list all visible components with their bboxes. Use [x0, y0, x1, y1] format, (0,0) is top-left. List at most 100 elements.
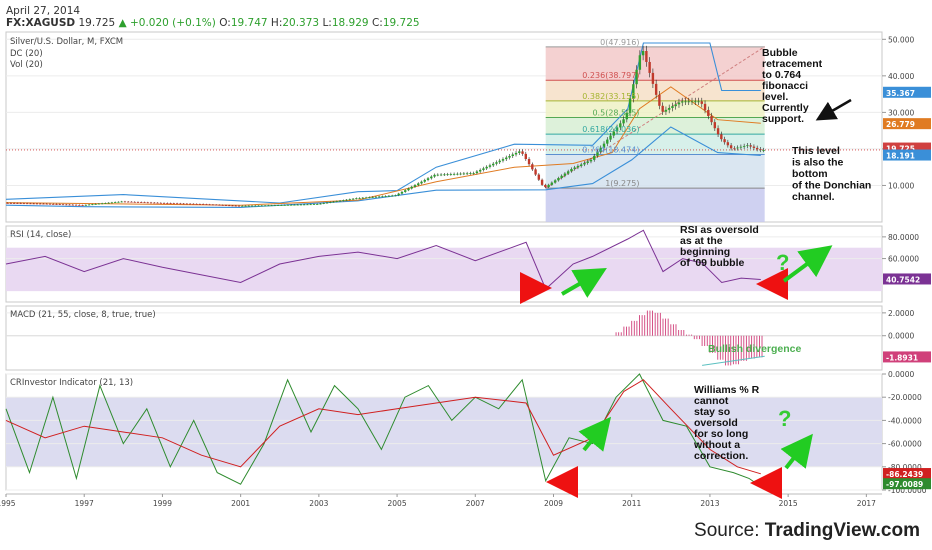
candle-body: [540, 179, 544, 185]
candle-body: [19, 203, 22, 205]
candle-body: [149, 202, 153, 204]
candle-body: [133, 201, 136, 203]
candle-body: [404, 190, 407, 192]
candle-body: [700, 101, 703, 104]
candle-body: [140, 202, 143, 203]
candle-body: [755, 147, 759, 150]
candle-body: [462, 173, 466, 175]
candle-body: [677, 102, 681, 105]
donchian-upper: [5, 42, 761, 204]
candle-body: [319, 203, 322, 205]
chart-canvas[interactable]: 50.00040.00030.00020.00010.00035.36726.7…: [0, 26, 932, 514]
candle-body: [505, 157, 508, 160]
close-value: 19.725: [382, 17, 420, 29]
candle-body: [316, 204, 319, 205]
candle-body: [241, 205, 244, 207]
candle-body: [716, 128, 720, 135]
candle-body: [449, 174, 453, 175]
annotation-rsi-line-2: beginning: [680, 246, 730, 258]
candle-body: [166, 203, 169, 204]
candle-body: [452, 173, 456, 175]
candle-body: [97, 203, 101, 205]
chart-date: April 27, 2014: [6, 5, 81, 17]
candle-body: [358, 198, 361, 199]
annotation-donchian-line-1: is also the: [792, 157, 844, 169]
x-tick-label: 2011: [622, 499, 641, 508]
candle-body: [736, 147, 739, 149]
candle-body: [78, 204, 81, 206]
symbol-name[interactable]: FX:XAGUSD: [6, 17, 76, 29]
candle-body: [270, 205, 273, 207]
candle-body: [48, 203, 52, 205]
candle-body: [622, 119, 625, 124]
candle-body: [430, 176, 433, 179]
fib-label-2: 0.382(33.155): [582, 92, 639, 101]
x-tick-label: 1999: [153, 499, 172, 508]
y-tick-label: 2.0000: [888, 309, 914, 318]
candle-body: [110, 202, 114, 204]
candle-body: [713, 122, 717, 129]
candle-body: [260, 205, 264, 207]
candle-body: [531, 164, 534, 170]
candle-body: [276, 205, 280, 206]
rsi-last-tag: 40.7542: [886, 275, 920, 284]
fib-zone-3: [545, 117, 765, 135]
candle-body: [664, 109, 668, 112]
candle-body: [45, 203, 48, 205]
candle-body: [560, 175, 563, 179]
candle-body: [25, 203, 29, 205]
candle-body: [348, 199, 352, 201]
x-tick-label: 2013: [700, 499, 719, 508]
price-change: +0.020 (+0.1%): [129, 17, 216, 29]
fib-label-6: 1(9.275): [605, 179, 639, 188]
candle-body: [84, 204, 88, 206]
candle-body: [443, 174, 446, 176]
candle-body: [71, 204, 75, 206]
candle-body: [195, 203, 198, 205]
candle-body: [733, 148, 736, 150]
candle-body: [22, 203, 26, 205]
fib-label-0: 0(47.916): [600, 38, 639, 47]
candle-body: [729, 145, 733, 149]
fib-zone-2: [545, 100, 765, 118]
candle-body: [566, 171, 570, 174]
annotation-bubble-line-6: support.: [762, 113, 804, 125]
candle-body: [456, 173, 459, 175]
x-tick-label: 2015: [779, 499, 798, 508]
candle-body: [648, 61, 651, 73]
candle-body: [410, 186, 413, 189]
candle-body: [16, 203, 19, 204]
candle-body: [752, 146, 756, 148]
candle-body: [299, 204, 303, 206]
source-site[interactable]: TradingView.com: [764, 520, 920, 541]
candle-body: [39, 203, 42, 205]
chart-container[interactable]: 50.00040.00030.00020.00010.00035.36726.7…: [0, 26, 932, 514]
candle-body: [615, 127, 619, 132]
open-label: O:: [219, 17, 231, 29]
candle-body: [208, 204, 211, 206]
candle-body: [221, 205, 224, 206]
rsi-last-tag-bg: [883, 273, 931, 285]
candle-body: [465, 173, 469, 175]
donchian-lower: [5, 126, 761, 208]
candle-body: [612, 131, 615, 136]
candle-body: [570, 169, 573, 172]
rsi-band: [6, 247, 882, 292]
candle-body: [439, 174, 443, 176]
candle-body: [746, 145, 749, 147]
candle-body: [638, 55, 642, 70]
candle-body: [667, 108, 671, 110]
candle-body: [215, 204, 218, 206]
candle-body: [606, 139, 609, 144]
annotation-donchian-line-4: channel.: [792, 191, 835, 203]
macd-last-tag: -1.8931: [886, 353, 918, 362]
candle-body: [81, 205, 84, 206]
candle-body: [364, 197, 368, 199]
x-tick-label: 2005: [388, 499, 407, 508]
candle-body: [6, 203, 9, 204]
williams-band: [6, 397, 882, 467]
candle-body: [723, 139, 726, 143]
high-value: 20.373: [282, 17, 320, 29]
candle-body: [273, 205, 277, 207]
candle-body: [205, 204, 208, 206]
